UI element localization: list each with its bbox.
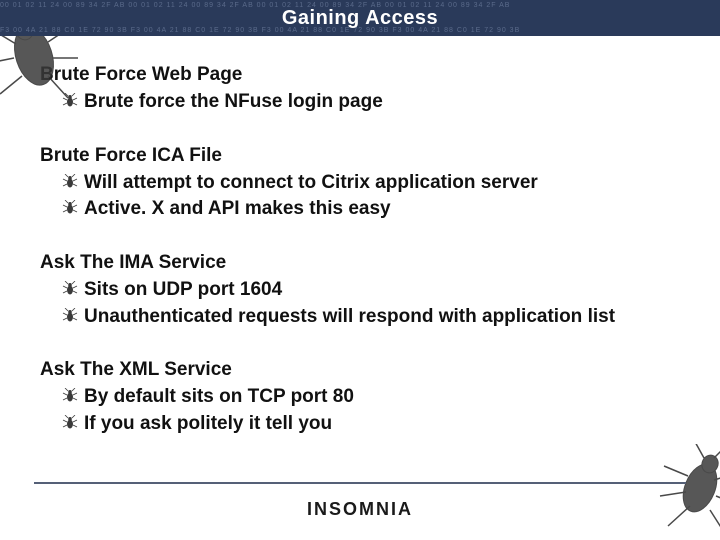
slide-title: Gaining Access: [282, 7, 438, 30]
roach-bullet-icon: [62, 281, 78, 297]
roach-bullet-icon: [62, 415, 78, 431]
section: Ask The IMA Service Sits on UDP port 160…: [40, 252, 680, 329]
section-heading: Brute Force ICA File: [40, 145, 680, 167]
section: Brute Force ICA File Will attempt to con…: [40, 145, 680, 222]
bullet-item: Active. X and API makes this easy: [62, 197, 680, 222]
footer-logo: INSOMNIA: [0, 499, 720, 520]
bullet-text: Will attempt to connect to Citrix applic…: [84, 171, 538, 196]
section-heading: Ask The XML Service: [40, 359, 680, 381]
bullet-item: Brute force the NFuse login page: [62, 90, 680, 115]
footer-divider: [34, 482, 686, 484]
bullet-item: By default sits on TCP port 80: [62, 385, 680, 410]
bullet-item: Will attempt to connect to Citrix applic…: [62, 171, 680, 196]
roach-bullet-icon: [62, 308, 78, 324]
bullet-text: Sits on UDP port 1604: [84, 278, 282, 303]
section-heading: Ask The IMA Service: [40, 252, 680, 274]
bullet-item: If you ask politely it tell you: [62, 412, 680, 437]
roach-bullet-icon: [62, 200, 78, 216]
section: Ask The XML Service By default sits on T…: [40, 359, 680, 436]
bullet-item: Sits on UDP port 1604: [62, 278, 680, 303]
bullet-item: Unauthenticated requests will respond wi…: [62, 305, 680, 330]
roach-bullet-icon: [62, 388, 78, 404]
bullet-text: Brute force the NFuse login page: [84, 90, 383, 115]
bullet-text: Active. X and API makes this easy: [84, 197, 391, 222]
section-heading: Brute Force Web Page: [40, 64, 680, 86]
section: Brute Force Web Page Brute force the NFu…: [40, 64, 680, 115]
bullet-text: If you ask politely it tell you: [84, 412, 332, 437]
roach-decoration-bottom-right: [654, 444, 720, 534]
title-band: Gaining Access: [0, 0, 720, 36]
bullet-text: Unauthenticated requests will respond wi…: [84, 305, 615, 330]
slide-content: Brute Force Web Page Brute force the NFu…: [0, 36, 720, 437]
bullet-text: By default sits on TCP port 80: [84, 385, 354, 410]
roach-bullet-icon: [62, 174, 78, 190]
